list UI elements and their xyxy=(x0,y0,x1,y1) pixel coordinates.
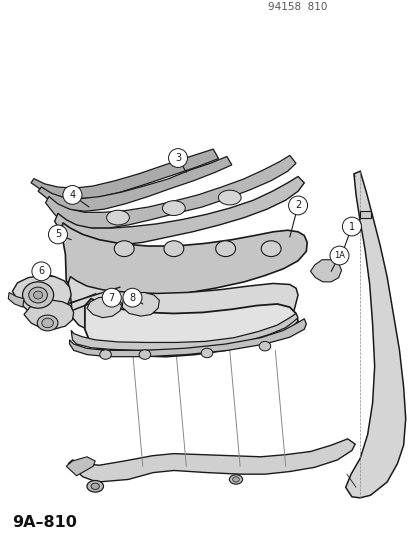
Text: 6: 6 xyxy=(38,266,44,276)
Polygon shape xyxy=(69,319,306,357)
Circle shape xyxy=(329,246,348,265)
Ellipse shape xyxy=(37,315,58,331)
Ellipse shape xyxy=(42,318,53,328)
Ellipse shape xyxy=(91,483,99,489)
Ellipse shape xyxy=(229,475,242,484)
Circle shape xyxy=(102,288,121,307)
Polygon shape xyxy=(345,171,405,498)
Polygon shape xyxy=(87,296,122,318)
Polygon shape xyxy=(310,260,341,282)
Polygon shape xyxy=(31,149,218,199)
Circle shape xyxy=(48,225,67,244)
Polygon shape xyxy=(85,298,297,357)
Text: 3: 3 xyxy=(175,153,180,163)
Text: 2: 2 xyxy=(294,200,301,211)
Ellipse shape xyxy=(215,241,235,256)
Ellipse shape xyxy=(232,477,239,482)
Polygon shape xyxy=(38,157,231,211)
Circle shape xyxy=(288,196,307,215)
Text: 94158  810: 94158 810 xyxy=(268,2,327,12)
Circle shape xyxy=(63,185,82,204)
Ellipse shape xyxy=(33,291,43,299)
Circle shape xyxy=(342,217,361,236)
Text: 7: 7 xyxy=(108,293,115,303)
Ellipse shape xyxy=(100,350,111,359)
Ellipse shape xyxy=(218,190,240,205)
Text: 4: 4 xyxy=(69,190,75,200)
Ellipse shape xyxy=(201,348,212,358)
Text: 1A: 1A xyxy=(333,251,344,260)
Polygon shape xyxy=(122,293,159,316)
Circle shape xyxy=(168,149,187,167)
Ellipse shape xyxy=(87,480,103,492)
Ellipse shape xyxy=(114,241,134,256)
Polygon shape xyxy=(71,313,297,350)
Ellipse shape xyxy=(261,241,280,256)
Ellipse shape xyxy=(164,241,183,256)
Polygon shape xyxy=(55,176,304,245)
Polygon shape xyxy=(24,300,74,329)
Ellipse shape xyxy=(23,282,53,308)
Ellipse shape xyxy=(29,287,47,303)
Ellipse shape xyxy=(106,210,129,225)
Ellipse shape xyxy=(139,350,150,359)
Polygon shape xyxy=(66,457,95,476)
Text: 9A–810: 9A–810 xyxy=(12,515,77,530)
Circle shape xyxy=(123,288,142,307)
Circle shape xyxy=(32,262,51,281)
Polygon shape xyxy=(68,439,354,482)
Polygon shape xyxy=(45,156,295,228)
Polygon shape xyxy=(12,276,71,314)
Ellipse shape xyxy=(162,201,185,215)
Polygon shape xyxy=(68,277,297,337)
Text: 1: 1 xyxy=(348,222,354,231)
Polygon shape xyxy=(359,211,370,217)
Text: 8: 8 xyxy=(129,293,135,303)
Polygon shape xyxy=(8,293,24,307)
Ellipse shape xyxy=(259,342,270,351)
Polygon shape xyxy=(61,223,306,297)
Text: 5: 5 xyxy=(55,229,61,239)
